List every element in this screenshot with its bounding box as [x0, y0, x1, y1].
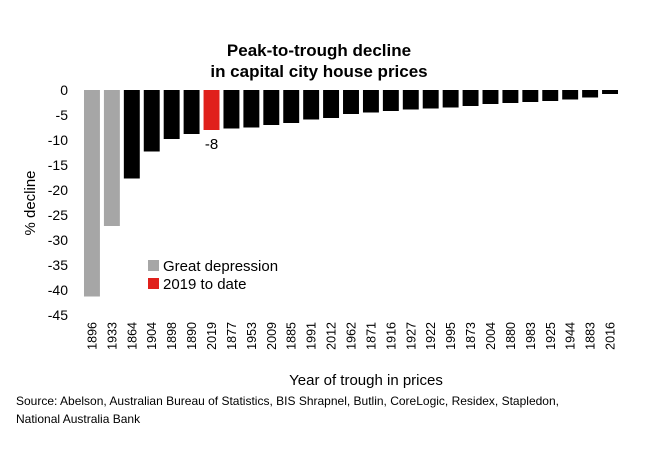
- x-tick-label: 1944: [564, 322, 578, 350]
- bar-2016: [602, 90, 619, 94]
- y-axis-title: % decline: [22, 170, 39, 235]
- bar-1885: [283, 90, 300, 123]
- chart-title-line-2: in capital city house prices: [210, 62, 427, 81]
- y-tick-label: -25: [48, 207, 68, 223]
- data-label-2019: -8: [205, 136, 218, 153]
- legend-swatch: [148, 260, 159, 271]
- y-tick-label: -45: [48, 307, 68, 323]
- x-axis-labels: 1896 1933 1864 1904 1898 1890 2019 1877 1953 2009…: [85, 322, 617, 350]
- y-tick-label: -20: [48, 182, 68, 198]
- y-axis: 0 -5 -10 -15 -20 -25 -30 -35 -40 -45: [48, 82, 68, 323]
- x-axis-title: Year of trough in prices: [289, 372, 443, 389]
- x-tick-label: 1883: [584, 322, 598, 350]
- bar-1944: [562, 90, 579, 100]
- bar-1962: [343, 90, 359, 114]
- x-tick-label: 1953: [245, 322, 259, 350]
- bar-1873: [462, 90, 479, 106]
- x-tick-label: 1885: [285, 322, 299, 350]
- x-tick-label: 2004: [484, 322, 498, 350]
- bar-1995: [442, 90, 459, 108]
- bar-1898: [163, 90, 180, 139]
- y-tick-label: -30: [48, 232, 68, 248]
- bar-1896: [83, 90, 100, 297]
- bar-1916: [382, 90, 399, 111]
- bar-1877: [223, 90, 240, 129]
- x-tick-label: 1873: [464, 322, 478, 350]
- bar-1953: [243, 90, 260, 128]
- bar-2004: [482, 90, 499, 104]
- x-tick-label: 1933: [105, 322, 119, 350]
- x-tick-label: 1880: [504, 322, 518, 350]
- x-tick-label: 1927: [404, 322, 418, 350]
- source-note: Source: Abelson, Australian Bureau of St…: [16, 392, 626, 428]
- x-tick-label: 1877: [225, 322, 239, 350]
- x-tick-label: 1962: [345, 322, 359, 350]
- x-tick-label: 1890: [185, 322, 199, 350]
- x-tick-label: 1904: [145, 322, 159, 350]
- y-tick-label: -5: [56, 107, 69, 123]
- chart-title-line-1: Peak-to-trough decline: [227, 41, 411, 60]
- bar-1904: [143, 90, 160, 152]
- x-tick-label: 1991: [305, 322, 319, 350]
- bars: [83, 90, 619, 297]
- bar-1933: [103, 90, 120, 226]
- source-line-1: Source: Abelson, Australian Bureau of St…: [16, 394, 559, 408]
- x-tick-label: 1898: [165, 322, 179, 350]
- x-tick-label: 2012: [325, 322, 339, 350]
- x-tick-label: 1871: [364, 322, 378, 350]
- bar-1991: [303, 90, 320, 120]
- x-tick-label: 1922: [424, 322, 438, 350]
- y-tick-label: -15: [48, 157, 68, 173]
- bar-1871: [362, 90, 379, 113]
- x-tick-label: 1983: [524, 322, 538, 350]
- x-tick-label: 1995: [444, 322, 458, 350]
- bar-1864: [123, 90, 140, 179]
- legend-swatch: [148, 278, 159, 289]
- bar-2009: [263, 90, 280, 125]
- chart: Peak-to-trough decline in capital city h…: [22, 41, 619, 389]
- y-tick-label: -10: [48, 132, 68, 148]
- x-tick-label: 2019: [205, 322, 219, 350]
- bar-1880: [502, 90, 519, 103]
- x-tick-label: 1916: [384, 322, 398, 350]
- bar-1983: [522, 90, 539, 102]
- data-labels: -8: [205, 136, 218, 153]
- y-tick-label: -40: [48, 282, 68, 298]
- bar-1922: [422, 90, 439, 109]
- x-tick-label: 2009: [265, 322, 279, 350]
- y-tick-label: -35: [48, 257, 68, 273]
- bar-1883: [582, 90, 599, 98]
- bar-1925: [542, 90, 559, 101]
- legend-label: Great depression: [163, 258, 278, 275]
- x-tick-label: 1896: [85, 322, 99, 350]
- legend-label: 2019 to date: [163, 276, 246, 293]
- bar-1890: [183, 90, 200, 134]
- x-tick-label: 1864: [125, 322, 139, 350]
- bar-2012: [323, 90, 340, 118]
- x-tick-label: 2016: [604, 322, 618, 350]
- bar-1927: [402, 90, 419, 110]
- source-line-2: National Australia Bank: [16, 412, 141, 426]
- bar-2019: [203, 90, 220, 130]
- y-tick-label: 0: [60, 82, 68, 98]
- x-tick-label: 1925: [544, 322, 558, 350]
